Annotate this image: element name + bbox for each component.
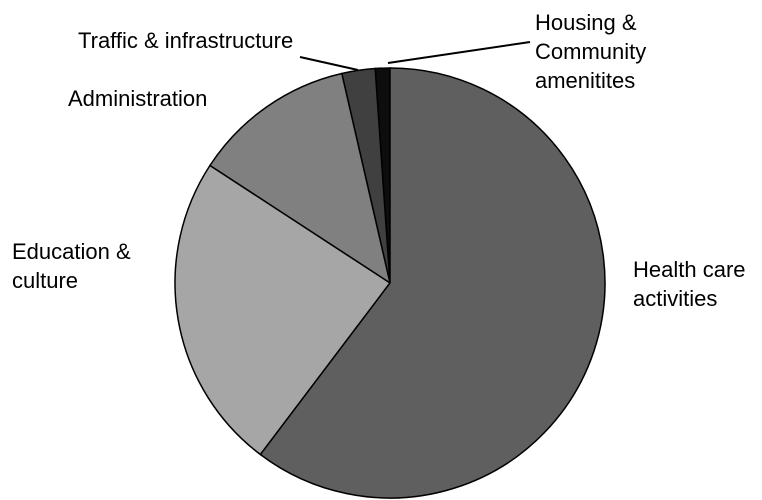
pie-slice (259, 67, 606, 499)
slice-label: Health care activities (633, 257, 746, 311)
slice-label: Housing & Community amenitites (535, 10, 647, 93)
leader-line (387, 41, 531, 64)
pie-slice (174, 164, 392, 456)
slice-label: Traffic & infrastructure (78, 28, 294, 53)
slice-label: Education & culture (12, 239, 131, 293)
slice-label: Administration (68, 86, 208, 111)
pie-slice (208, 72, 392, 285)
leader-line (299, 56, 359, 71)
